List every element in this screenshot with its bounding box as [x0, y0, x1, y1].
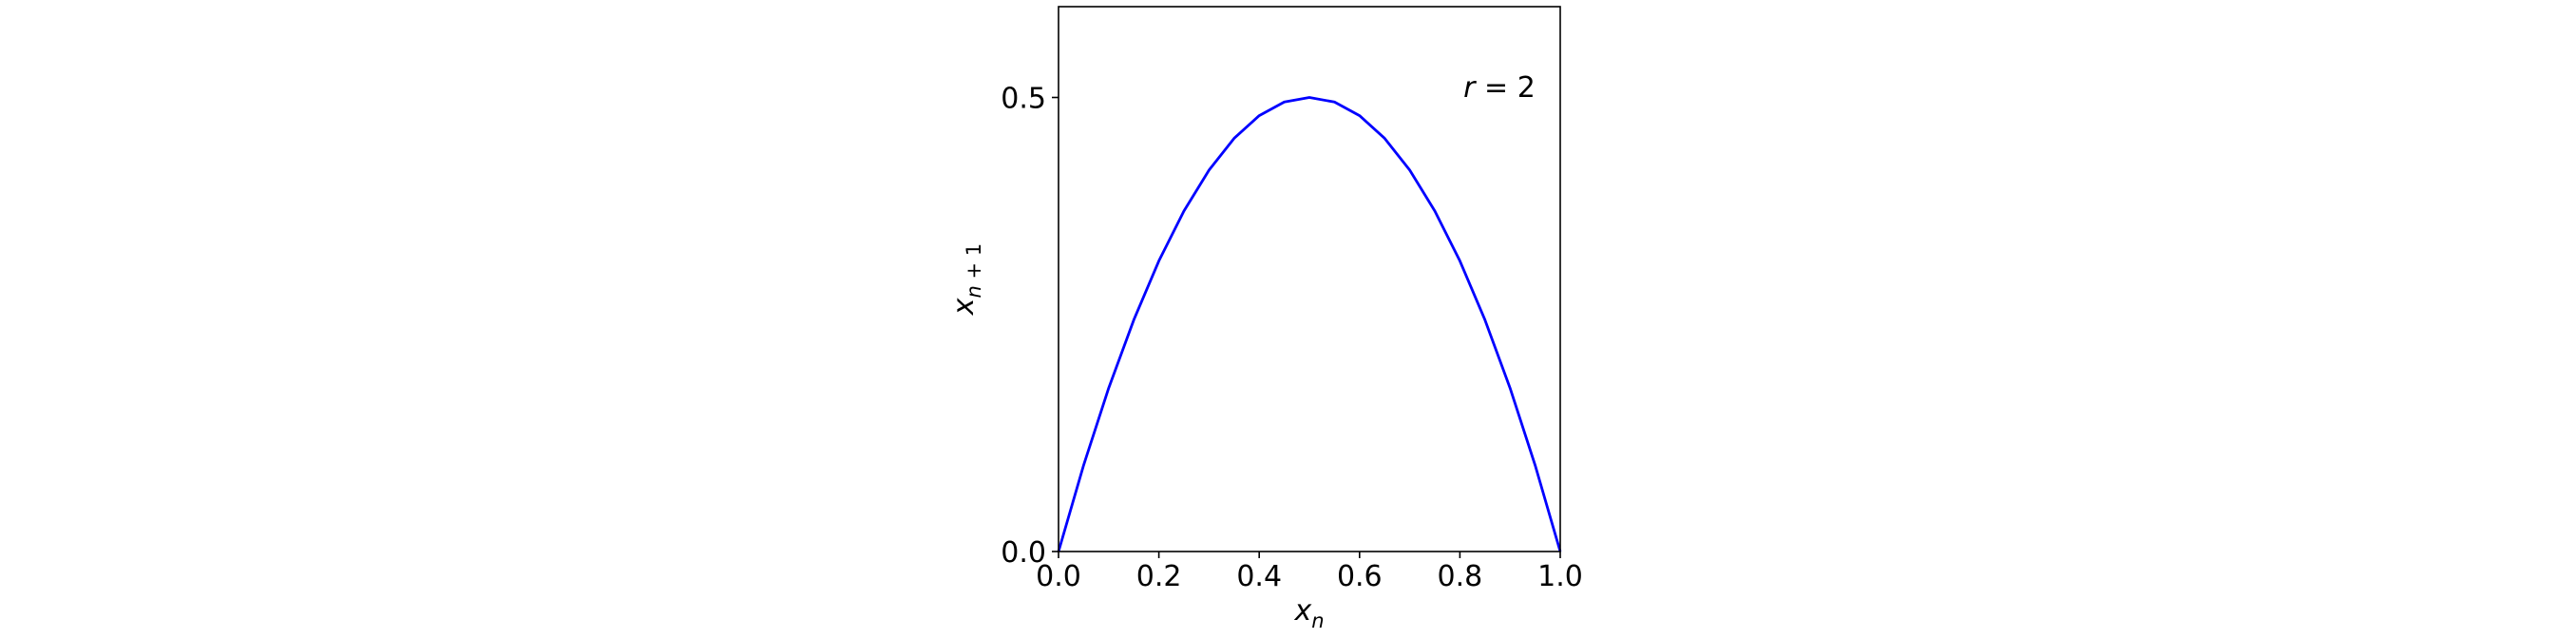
y-tick-label: 0.5 [1001, 83, 1046, 116]
y-axis-label: xn + 1 [947, 243, 985, 316]
r-value-annotation: r = 2 [1463, 71, 1536, 105]
y-axis-label-subscript-rest: + 1 [963, 243, 985, 285]
series-line-0 [1057, 96, 1562, 552]
x-tick-label: 0.8 [1438, 560, 1483, 593]
x-tick-label: 0.2 [1136, 560, 1182, 593]
annotation-variable: r [1463, 71, 1477, 105]
y-tick-label: 0.0 [1001, 536, 1046, 570]
x-axis-label-subscript: n [1311, 610, 1324, 632]
tick-layer: 0.0 0.2 0.4 0.6 0.8 1.0 0.0 0.5 [1001, 83, 1583, 594]
x-axis-label: xn [1293, 594, 1324, 632]
x-axis-label-base: x [1293, 594, 1311, 628]
annotation-rest: = 2 [1476, 71, 1536, 105]
y-axis-label-subscript: n [963, 285, 985, 298]
y-axis-label-base: x [947, 298, 981, 316]
x-tick-label: 1.0 [1537, 560, 1583, 593]
x-tick-label: 0.0 [1036, 560, 1081, 593]
plot-layer [1057, 96, 1562, 552]
x-tick-label: 0.4 [1236, 560, 1282, 593]
plot-frame [1058, 6, 1561, 552]
x-tick-label: 0.6 [1337, 560, 1383, 593]
